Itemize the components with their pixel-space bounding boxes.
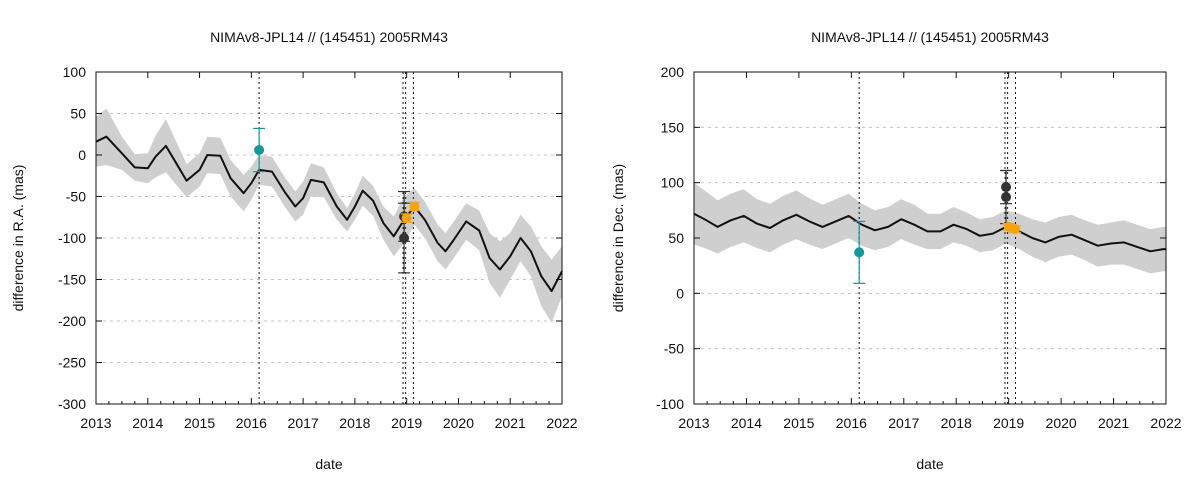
x-tick-label: 2019 [993, 415, 1024, 431]
chart-panel-1: NIMAv8-JPL14 // (145451) 2005RM43 100 50 0 -… [10, 29, 578, 472]
x-tick-label: 2018 [339, 415, 370, 431]
chart-title: NIMAv8-JPL14 // (145451) 2005RM43 [210, 29, 448, 45]
x-tick-label: 2021 [495, 415, 526, 431]
x-tick-label: 2022 [1150, 415, 1181, 431]
x-tick-label: 2015 [184, 415, 215, 431]
uncertainty-band [96, 108, 562, 323]
x-tick-label: 2017 [288, 415, 319, 431]
y-tick-label: 0 [676, 285, 684, 301]
y-tick-label: -150 [58, 272, 86, 288]
y-tick-label: 50 [668, 230, 684, 246]
y-tick-label: -300 [58, 396, 86, 412]
observation-point [1001, 192, 1012, 203]
x-tick-label: 2022 [546, 415, 577, 431]
y-tick-label: -100 [58, 230, 86, 246]
x-tick-label: 2016 [236, 415, 267, 431]
y-tick-label: -100 [656, 396, 684, 412]
x-tick-label: 2014 [132, 415, 163, 431]
y-tick-label: -50 [66, 189, 86, 205]
chart-panel-2: NIMAv8-JPL14 // (145451) 2005RM43 200 150 1… [610, 29, 1182, 472]
x-tick-label: 2013 [678, 415, 709, 431]
x-axis-label: date [315, 456, 342, 472]
x-tick-label: 2017 [888, 415, 919, 431]
y-tick-label: 200 [661, 64, 685, 80]
x-tick-label: 2020 [1046, 415, 1077, 431]
y-tick-label: 150 [661, 119, 685, 135]
x-tick-label: 2020 [443, 415, 474, 431]
observation-point [401, 213, 412, 224]
y-axis-label: difference in Dec. (mas) [610, 164, 626, 312]
y-tick-label: 0 [78, 147, 86, 163]
observation-point [254, 145, 265, 156]
y-tick-label: 50 [70, 106, 86, 122]
y-tick-label: -50 [664, 341, 684, 357]
series-line-difference [693, 212, 1166, 253]
y-tick-label: -250 [58, 355, 86, 371]
y-tick-label: -200 [58, 313, 86, 329]
series-line-difference [95, 135, 563, 293]
y-axis-label: difference in R.A. (mas) [10, 165, 26, 312]
observation-point [854, 247, 865, 258]
x-tick-label: 2014 [731, 415, 762, 431]
x-axis-label: date [916, 456, 943, 472]
x-tick-label: 2018 [941, 415, 972, 431]
x-tick-label: 2013 [80, 415, 111, 431]
x-tick-label: 2019 [391, 415, 422, 431]
x-tick-label: 2016 [836, 415, 867, 431]
x-tick-label: 2021 [1098, 415, 1129, 431]
observation-point [1009, 224, 1020, 235]
y-tick-label: 100 [63, 64, 87, 80]
observation-point [399, 233, 410, 243]
y-tick-label: 100 [661, 175, 685, 191]
uncertainty-band [694, 182, 1166, 274]
chart-title: NIMAv8-JPL14 // (145451) 2005RM43 [811, 29, 1049, 45]
observation-point [409, 201, 420, 212]
x-tick-label: 2015 [783, 415, 814, 431]
